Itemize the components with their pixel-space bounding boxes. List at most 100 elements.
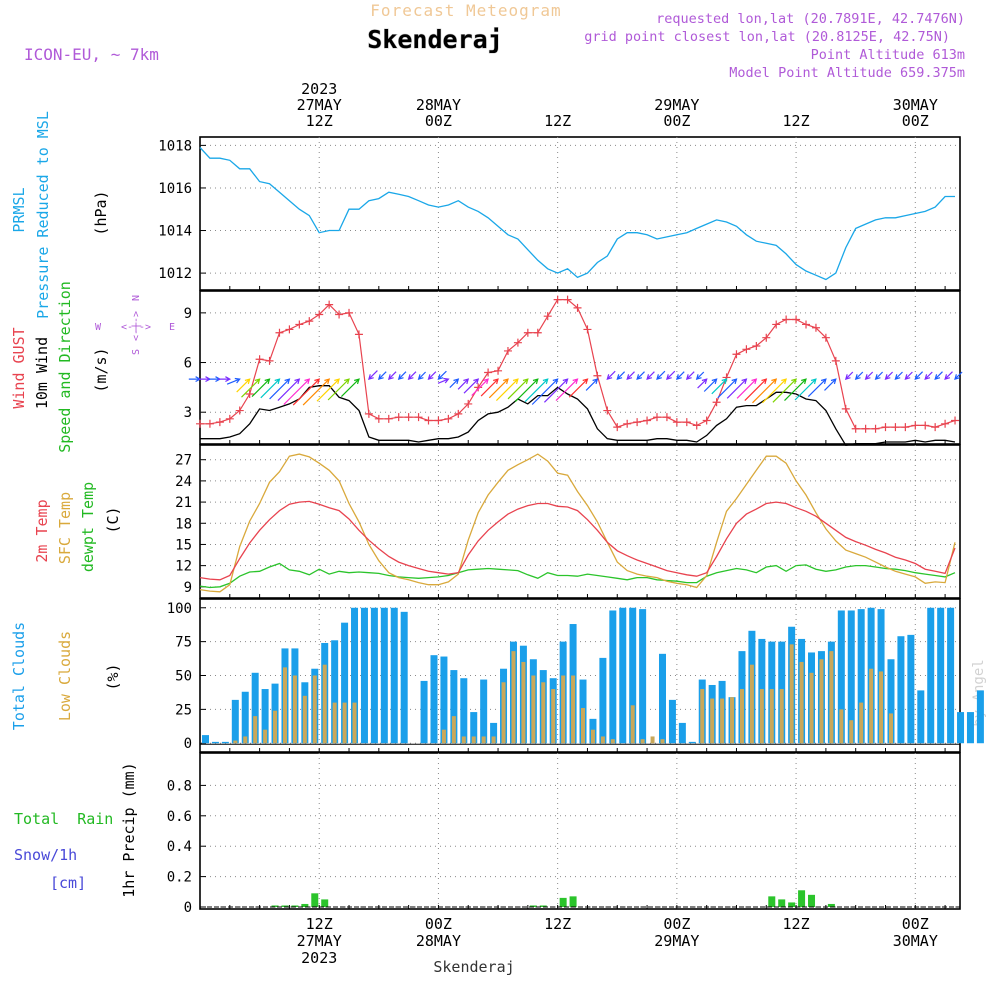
gust-marker	[871, 424, 880, 433]
low-cloud-bar	[630, 705, 635, 744]
y-tick-label: 75	[175, 635, 192, 651]
total-cloud-bar	[668, 699, 676, 744]
gust-marker	[623, 419, 632, 428]
gust-marker	[643, 416, 652, 425]
gust-marker	[285, 325, 294, 334]
wind-arrow	[616, 371, 626, 380]
low-cloud-bar	[650, 736, 655, 744]
gust-marker	[275, 328, 284, 337]
forecast-meteogram-subtitle: Forecast Meteogram	[370, 1, 561, 20]
wind-arrow	[744, 378, 768, 402]
gust-marker	[831, 356, 840, 365]
rain-bar	[788, 902, 796, 907]
gust-marker	[245, 389, 254, 398]
low-cloud-bar	[581, 708, 586, 744]
low-cloud-bar	[253, 716, 258, 744]
top-time-label: 29MAY	[654, 96, 699, 114]
gust-marker	[951, 416, 960, 425]
compass-ns-arrow: <-|->	[131, 311, 142, 341]
gust-marker	[941, 419, 950, 428]
total-cloud-bar	[847, 610, 855, 744]
gust-marker	[484, 368, 493, 377]
bottom-time-label: 00Z	[425, 915, 452, 933]
gust-marker	[593, 371, 602, 380]
wind-gust-line	[200, 299, 956, 430]
total-cloud-bar	[480, 679, 488, 744]
low-cloud-bar	[561, 675, 566, 744]
wind-arrow	[463, 378, 480, 394]
low-cloud-bar	[660, 739, 665, 744]
gust-marker	[692, 421, 701, 430]
y-tick-label: 0	[184, 900, 192, 916]
low-cloud-bar	[849, 720, 854, 744]
total-cloud-bar	[678, 722, 686, 744]
wind-arrow	[427, 371, 437, 380]
gust-marker	[305, 317, 314, 326]
pressure-unit: (hPa)	[92, 190, 110, 235]
station-title: Skenderaj	[367, 25, 502, 54]
low-cloud-bar	[441, 729, 446, 744]
rain-bar	[569, 896, 577, 907]
gust-marker	[265, 356, 274, 365]
y-tick-label: 9	[184, 306, 192, 322]
bottom-time-label: 12Z	[783, 915, 810, 933]
panel-frame	[199, 290, 961, 445]
rain-bar	[311, 893, 319, 907]
wind-arrow	[524, 378, 549, 403]
panel-1: 3 6 9	[184, 290, 961, 445]
wind-arrow	[188, 376, 202, 383]
low-cloud-bar	[292, 675, 297, 744]
rain-bar	[529, 905, 537, 907]
low-cloud-bar	[610, 739, 615, 744]
rain-bar	[559, 897, 567, 907]
y-tick-label: 50	[175, 669, 192, 685]
top-time-label: 12Z	[306, 112, 333, 130]
gust-marker	[782, 315, 791, 324]
bottom-time-label: 00Z	[663, 915, 690, 933]
gust-marker	[652, 413, 661, 422]
rain-bar	[291, 905, 299, 907]
wind-arrow	[874, 371, 884, 380]
wind-arrow	[924, 371, 933, 380]
y-tick-label: 3	[184, 405, 192, 421]
total-cloud-bar	[360, 607, 368, 744]
total-cloud-bar	[460, 678, 468, 744]
gust-marker	[732, 350, 741, 359]
gust-marker	[513, 338, 522, 347]
gust-marker	[921, 421, 930, 430]
wind-arrow	[944, 371, 953, 380]
wind-arrow	[241, 378, 261, 398]
wind-arrow	[377, 371, 387, 380]
low-cloud-bar	[263, 729, 268, 744]
low-cloud-bar	[243, 736, 248, 744]
y-tick-label: 21	[175, 495, 192, 511]
total-cloud-bar	[390, 607, 398, 744]
y-tick-label: 9	[184, 580, 192, 596]
wind-arrow	[507, 378, 529, 400]
wind-arrow	[736, 378, 758, 399]
gust-marker	[672, 418, 681, 427]
rain-bar	[798, 890, 806, 907]
gust-marker	[414, 413, 423, 422]
wind-arrow	[585, 378, 599, 391]
y-tick-label: 12	[175, 559, 192, 575]
wind-arrow	[387, 371, 397, 380]
total-cloud-bar	[490, 722, 498, 744]
total-cloud-bar	[927, 607, 935, 744]
gust-marker	[682, 418, 691, 427]
requested-coords: requested lon,lat (20.7891E, 42.7476N)	[656, 11, 965, 27]
low-cloud-bar	[749, 664, 754, 744]
wind-arrow	[646, 371, 655, 380]
sfc-temp-line	[199, 453, 956, 593]
low-cloud-bar	[342, 702, 347, 744]
low-cloud-bar	[541, 682, 546, 744]
gust-marker	[573, 303, 582, 312]
y-tick-label: 1016	[158, 181, 192, 197]
total-clouds-label: Total Clouds	[10, 622, 28, 730]
gust-marker	[494, 366, 503, 375]
gust-marker	[583, 325, 592, 334]
total-cloud-bar	[609, 610, 617, 744]
wind-arrow	[772, 378, 797, 403]
